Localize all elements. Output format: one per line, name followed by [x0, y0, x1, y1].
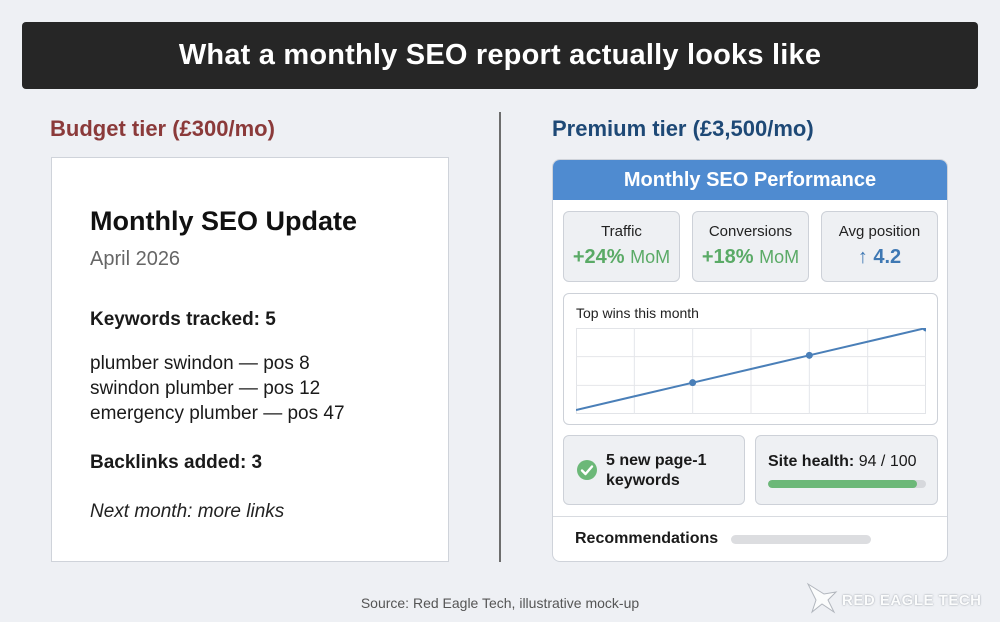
kpi-label: Traffic: [601, 223, 642, 240]
chart-title: Top wins this month: [576, 305, 699, 321]
kpi-avg-position: Avg position ↑ 4.2: [821, 211, 938, 282]
page-one-keywords-card: 5 new page-1 keywords: [563, 435, 745, 505]
kpi-number: +24%: [572, 246, 625, 268]
keyword-item: swindon plumber — pos 12: [90, 378, 321, 399]
series-line: [576, 328, 926, 411]
kpi-label: Conversions: [708, 223, 793, 240]
site-health-bar: [768, 480, 926, 488]
data-point: [805, 351, 813, 359]
column-divider: [499, 112, 501, 562]
kpi-traffic: Traffic +24% MoM: [563, 211, 680, 282]
eagle-logo-icon: [806, 582, 838, 614]
performance-title: Monthly SEO Performance: [623, 168, 877, 191]
check-circle-icon: [577, 460, 597, 480]
recommendations-label: Recommendations: [575, 530, 719, 547]
title-banner: What a monthly SEO report actually looks…: [22, 22, 978, 89]
kpi-number: +18%: [701, 246, 754, 268]
budget-report-card: Monthly SEO Update April 2026 Keywords t…: [51, 157, 449, 562]
page-title: What a monthly SEO report actually looks…: [178, 39, 822, 71]
next-month-note: Next month: more links: [90, 501, 285, 522]
kpi-value: ↑ 4.2: [822, 246, 937, 269]
budget-tier-heading: Budget tier (£300/mo): [50, 116, 275, 141]
site-health-text: Site health: 94 / 100: [768, 453, 917, 471]
backlinks-added: Backlinks added: 3: [90, 452, 263, 473]
data-point: [689, 379, 697, 387]
budget-report-date: April 2026: [90, 248, 181, 270]
kpi-unit: MoM: [630, 247, 671, 267]
kpi-value: +24% MoM: [564, 246, 679, 269]
performance-header: Monthly SEO Performance: [553, 160, 947, 200]
recommendations-row: Recommendations: [553, 516, 947, 561]
kpi-value: +18% MoM: [693, 246, 808, 269]
watermark: RED EAGLE TECH: [806, 578, 996, 618]
top-wins-chart: Top wins this month: [563, 293, 938, 425]
watermark-text: RED EAGLE TECH: [842, 592, 982, 609]
keyword-item: emergency plumber — pos 47: [90, 403, 345, 424]
site-health-card: Site health: 94 / 100: [755, 435, 938, 505]
data-point: [922, 328, 926, 332]
line-chart: [576, 328, 926, 414]
site-health-value: 94 / 100: [858, 453, 917, 470]
site-health-bar-fill: [768, 480, 917, 488]
page-one-keywords-text: 5 new page-1 keywords: [606, 452, 707, 489]
kpi-label: Avg position: [838, 223, 921, 240]
site-health-label: Site health:: [768, 453, 855, 470]
kpi-unit: MoM: [759, 247, 800, 267]
kpi-number: ↑ 4.2: [857, 246, 902, 268]
premium-report-card: Monthly SEO Performance Traffic +24% MoM…: [552, 159, 948, 562]
keywords-tracked-heading: Keywords tracked: 5: [90, 309, 276, 330]
keyword-item: plumber swindon — pos 8: [90, 353, 310, 374]
budget-report-title: Monthly SEO Update: [90, 206, 358, 236]
kpi-conversions: Conversions +18% MoM: [692, 211, 809, 282]
recommendations-placeholder-bar: [731, 535, 871, 544]
premium-tier-heading: Premium tier (£3,500/mo): [552, 116, 814, 141]
keyword-list: plumber swindon — pos 8 swindon plumber …: [90, 351, 345, 426]
source-note: Source: Red Eagle Tech, illustrative moc…: [360, 595, 640, 611]
